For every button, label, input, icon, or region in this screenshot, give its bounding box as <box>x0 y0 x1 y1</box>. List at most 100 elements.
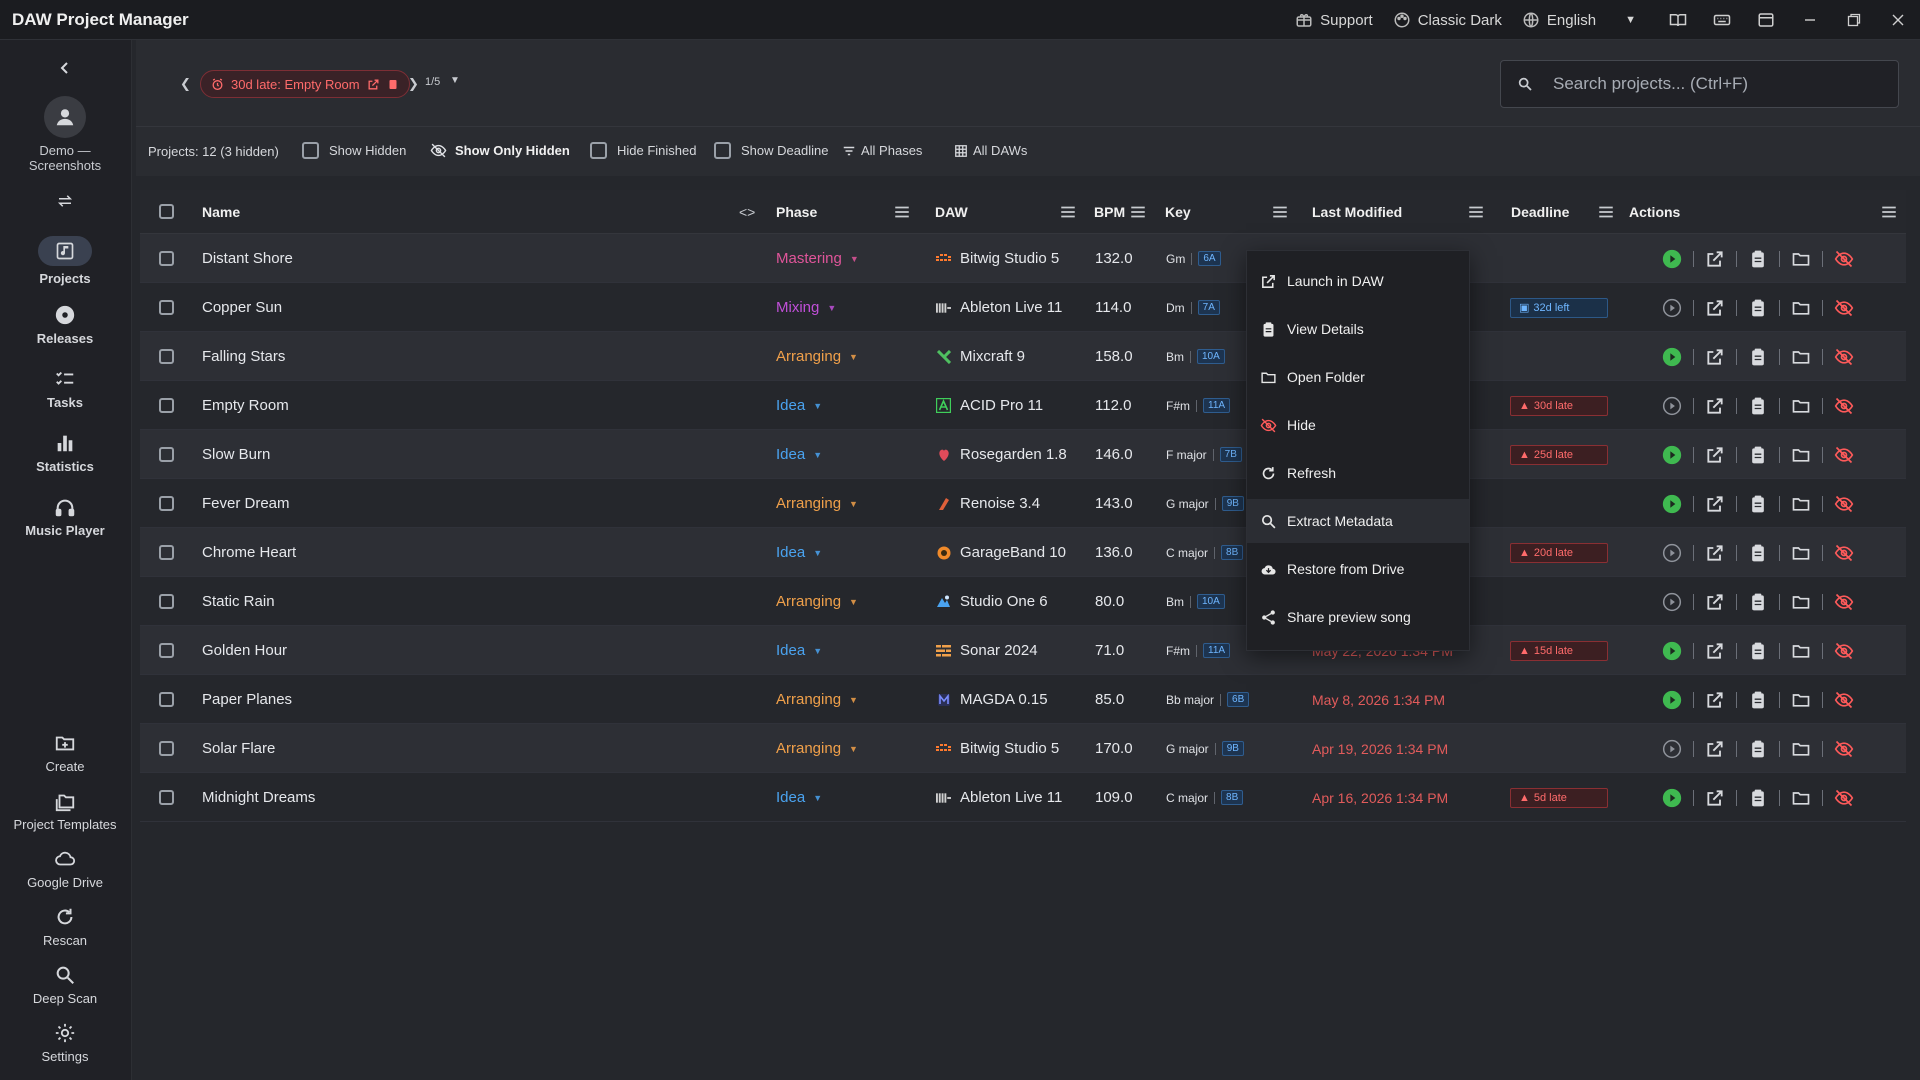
show-deadline-toggle[interactable]: Show Deadline <box>714 142 828 159</box>
layout-button[interactable] <box>1744 0 1788 40</box>
col-phase[interactable]: Phase <box>776 190 817 234</box>
launch-button[interactable] <box>1704 689 1726 711</box>
play-button[interactable] <box>1661 689 1683 711</box>
details-button[interactable] <box>1747 395 1769 417</box>
language-select[interactable]: English ▼ <box>1522 11 1636 29</box>
project-name[interactable]: Copper Sun <box>202 283 282 332</box>
project-templates-button[interactable]: Project Templates <box>0 790 130 832</box>
table-row[interactable]: Solar Flare Arranging ▼ Bitwig Studio 5 … <box>140 724 1906 773</box>
launch-button[interactable] <box>1704 542 1726 564</box>
project-name[interactable]: Paper Planes <box>202 675 292 724</box>
column-settings-icon[interactable] <box>1880 203 1898 221</box>
table-row[interactable]: Distant Shore Mastering ▼ Bitwig Studio … <box>140 234 1906 283</box>
details-button[interactable] <box>1747 444 1769 466</box>
menu-item-extract-metadata[interactable]: Extract Metadata <box>1247 499 1469 543</box>
play-button[interactable] <box>1661 591 1683 613</box>
details-button[interactable] <box>1747 640 1769 662</box>
col-key[interactable]: Key <box>1165 190 1191 234</box>
phase-select[interactable]: Arranging ▼ <box>776 724 858 773</box>
row-checkbox[interactable] <box>159 790 174 805</box>
details-button[interactable] <box>1747 787 1769 809</box>
project-name[interactable]: Static Rain <box>202 577 275 626</box>
open-folder-button[interactable] <box>1790 444 1812 466</box>
project-name[interactable]: Empty Room <box>202 381 289 430</box>
deadline-dropdown[interactable]: ▼ <box>450 75 460 86</box>
show-hidden-toggle[interactable]: Show Hidden <box>302 142 406 159</box>
col-phase-menu-icon[interactable] <box>893 203 911 221</box>
phase-filter[interactable]: All Phases <box>842 143 922 158</box>
maximize-button[interactable] <box>1832 0 1876 40</box>
hide-button[interactable] <box>1833 591 1855 613</box>
open-folder-button[interactable] <box>1790 248 1812 270</box>
open-external-icon[interactable] <box>367 78 380 91</box>
row-checkbox[interactable] <box>159 692 174 707</box>
close-button[interactable] <box>1876 0 1920 40</box>
play-button[interactable] <box>1661 738 1683 760</box>
project-name[interactable]: Distant Shore <box>202 234 293 283</box>
details-button[interactable] <box>1747 346 1769 368</box>
phase-select[interactable]: Idea ▼ <box>776 528 822 577</box>
menu-item-hide[interactable]: Hide <box>1247 403 1469 447</box>
open-folder-button[interactable] <box>1790 346 1812 368</box>
col-last-modified[interactable]: Last Modified <box>1312 190 1402 234</box>
select-all-checkbox[interactable] <box>159 204 174 219</box>
rescan-button[interactable]: Rescan <box>0 906 130 948</box>
col-modified-menu-icon[interactable] <box>1467 203 1485 221</box>
details-button[interactable] <box>1747 248 1769 270</box>
project-name[interactable]: Golden Hour <box>202 626 287 675</box>
expand-columns-button[interactable]: <> <box>739 190 755 234</box>
play-button[interactable] <box>1661 493 1683 515</box>
phase-select[interactable]: Idea ▼ <box>776 773 822 822</box>
phase-select[interactable]: Arranging ▼ <box>776 332 858 381</box>
clipboard-icon[interactable] <box>387 78 399 90</box>
phase-select[interactable]: Arranging ▼ <box>776 577 858 626</box>
play-button[interactable] <box>1661 444 1683 466</box>
open-folder-button[interactable] <box>1790 787 1812 809</box>
hide-button[interactable] <box>1833 640 1855 662</box>
row-checkbox[interactable] <box>159 496 174 511</box>
theme-button[interactable]: Classic Dark <box>1393 11 1502 29</box>
play-button[interactable] <box>1661 640 1683 662</box>
open-folder-button[interactable] <box>1790 493 1812 515</box>
open-folder-button[interactable] <box>1790 640 1812 662</box>
show-hidden-checkbox[interactable] <box>302 142 319 159</box>
phase-select[interactable]: Idea ▼ <box>776 430 822 479</box>
details-button[interactable] <box>1747 738 1769 760</box>
switch-profile-button[interactable] <box>0 192 130 210</box>
deadline-prev-button[interactable]: ❮ <box>180 76 191 91</box>
project-name[interactable]: Falling Stars <box>202 332 285 381</box>
menu-item-restore-from-drive[interactable]: Restore from Drive <box>1247 547 1469 591</box>
play-button[interactable] <box>1661 346 1683 368</box>
row-checkbox[interactable] <box>159 349 174 364</box>
details-button[interactable] <box>1747 493 1769 515</box>
details-button[interactable] <box>1747 591 1769 613</box>
launch-button[interactable] <box>1704 297 1726 319</box>
col-daw[interactable]: DAW <box>935 190 968 234</box>
deadline-badge[interactable]: ▲ 5d late <box>1510 787 1608 808</box>
search-input[interactable] <box>1551 73 1871 95</box>
project-name[interactable]: Slow Burn <box>202 430 270 479</box>
book-button[interactable] <box>1656 0 1700 40</box>
open-folder-button[interactable] <box>1790 297 1812 319</box>
hide-button[interactable] <box>1833 444 1855 466</box>
launch-button[interactable] <box>1704 444 1726 466</box>
table-row[interactable]: Midnight Dreams Idea ▼ Ableton Live 11 1… <box>140 773 1906 822</box>
deadline-badge[interactable]: ▲ 30d late <box>1510 395 1608 416</box>
play-button[interactable] <box>1661 395 1683 417</box>
open-folder-button[interactable] <box>1790 395 1812 417</box>
table-row[interactable]: Slow Burn Idea ▼ Rosegarden 1.8 146.0 F … <box>140 430 1906 479</box>
details-button[interactable] <box>1747 542 1769 564</box>
deadline-badge[interactable]: ▲ 15d late <box>1510 640 1608 661</box>
deep-scan-button[interactable]: Deep Scan <box>0 964 130 1006</box>
row-checkbox[interactable] <box>159 741 174 756</box>
hide-button[interactable] <box>1833 787 1855 809</box>
phase-select[interactable]: Idea ▼ <box>776 626 822 675</box>
hide-finished-checkbox[interactable] <box>590 142 607 159</box>
menu-item-launch-in-daw[interactable]: Launch in DAW <box>1247 259 1469 303</box>
project-name[interactable]: Fever Dream <box>202 479 290 528</box>
open-folder-button[interactable] <box>1790 591 1812 613</box>
table-row[interactable]: Empty Room Idea ▼ ACID Pro 11 112.0 F#m … <box>140 381 1906 430</box>
project-name[interactable]: Chrome Heart <box>202 528 296 577</box>
launch-button[interactable] <box>1704 640 1726 662</box>
details-button[interactable] <box>1747 689 1769 711</box>
